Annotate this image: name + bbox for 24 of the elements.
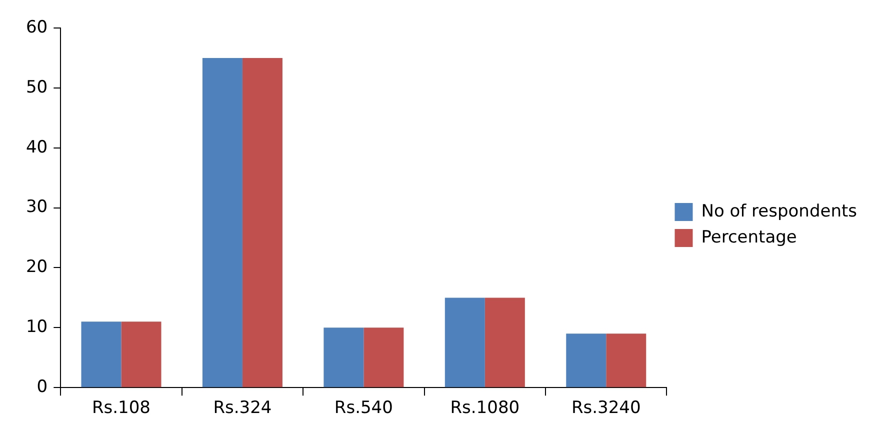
y-tick-label: 30 bbox=[26, 197, 48, 218]
bar bbox=[484, 298, 525, 388]
y-tick-label: 60 bbox=[26, 17, 48, 38]
bar bbox=[202, 58, 242, 388]
legend-label: No of respondents bbox=[701, 201, 858, 222]
x-tick-label: Rs.108 bbox=[92, 398, 151, 418]
bar bbox=[121, 322, 162, 388]
bar bbox=[606, 334, 646, 388]
x-tick-label: Rs.3240 bbox=[571, 398, 641, 418]
bar bbox=[566, 334, 606, 388]
x-tick-label: Rs.1080 bbox=[450, 398, 520, 418]
y-tick-label: 20 bbox=[26, 257, 48, 278]
y-tick-label: 50 bbox=[26, 77, 48, 98]
bar bbox=[444, 298, 485, 388]
y-tick-label: 10 bbox=[26, 317, 48, 338]
bar bbox=[81, 322, 122, 388]
x-tick-label: Rs.540 bbox=[334, 398, 393, 418]
bar bbox=[324, 328, 364, 388]
bar bbox=[242, 58, 282, 388]
x-tick-label: Rs.324 bbox=[213, 398, 272, 418]
legend-label: Percentage bbox=[701, 227, 797, 248]
bar bbox=[364, 328, 404, 388]
y-tick-label: 0 bbox=[36, 377, 48, 398]
y-tick-label: 40 bbox=[26, 137, 48, 158]
